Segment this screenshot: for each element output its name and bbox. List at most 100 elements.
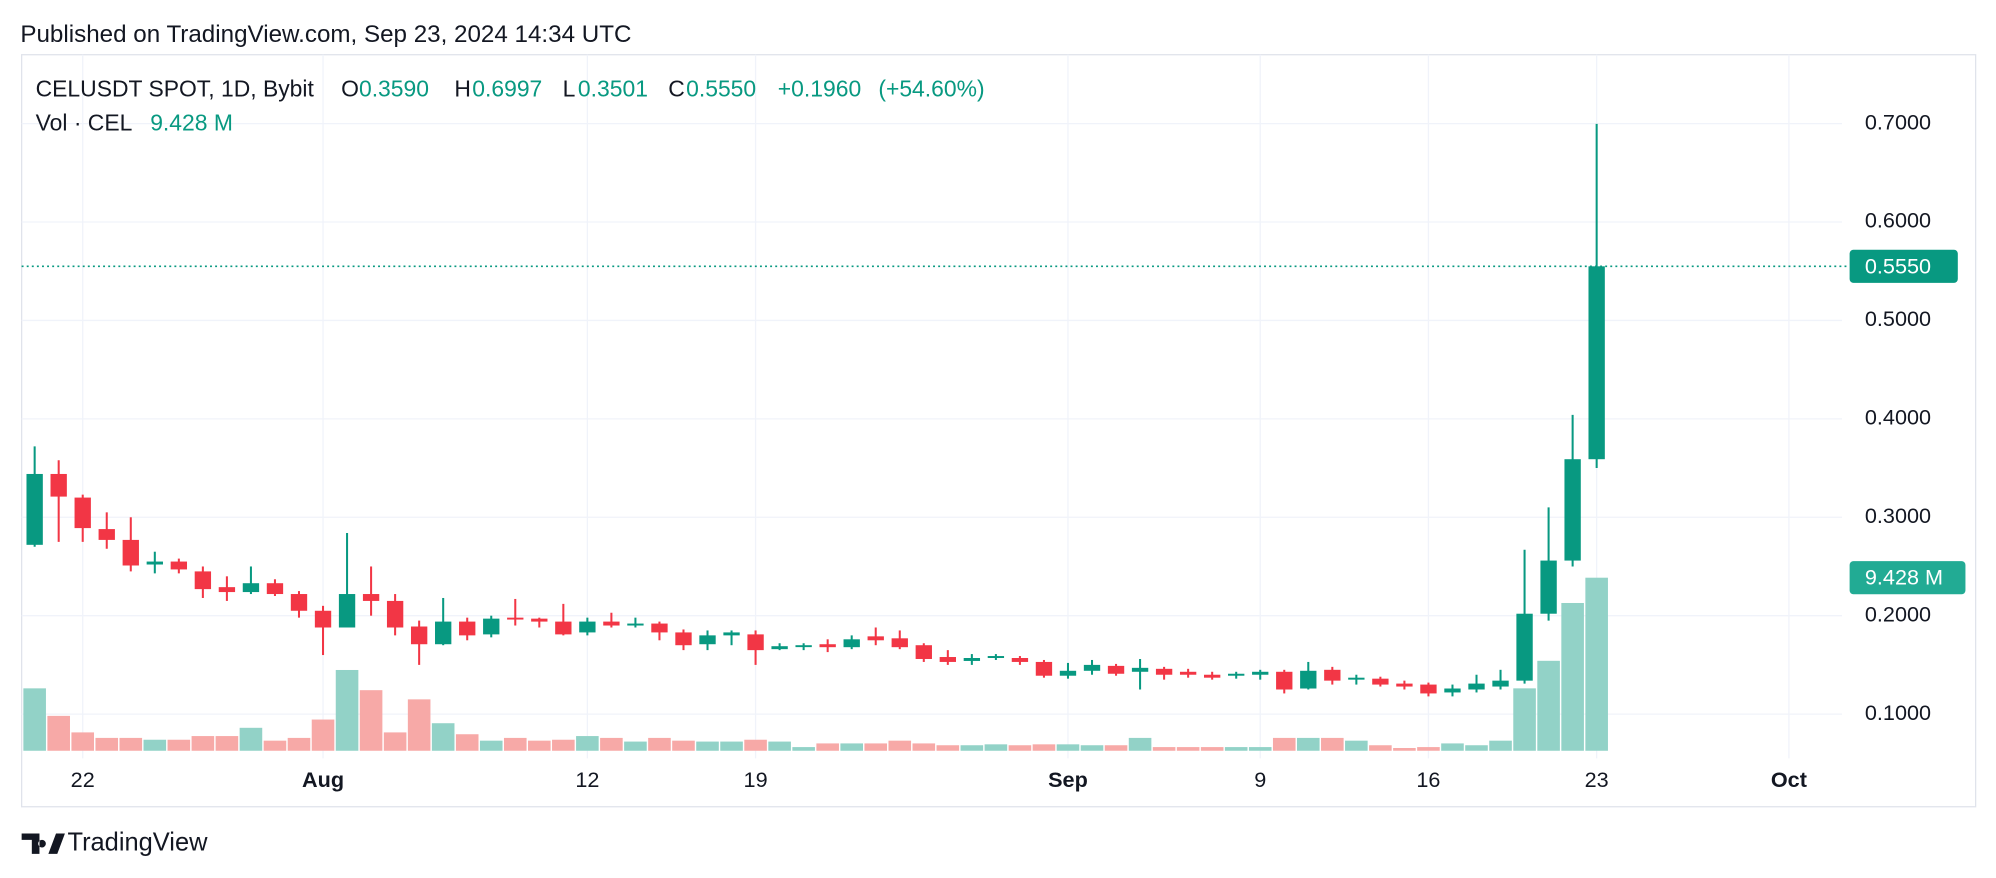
- candle-body: [242, 583, 260, 593]
- x-tick-label: 12: [575, 767, 599, 792]
- brand-logo: [21, 833, 65, 854]
- legend-change: +0.1960: [778, 75, 861, 101]
- candle-body: [555, 621, 572, 635]
- candle-body: [891, 638, 908, 648]
- volume-bar: [1417, 747, 1440, 751]
- candle-body: [1179, 671, 1197, 675]
- legend-key: C: [668, 75, 685, 101]
- volume-bar: [912, 743, 936, 751]
- volume-bar: [1513, 688, 1536, 751]
- volume-bar: [47, 715, 70, 751]
- volume-bar: [816, 743, 839, 751]
- overlay: 0.5550 9.428 M: [21, 249, 1966, 595]
- candle-body: [483, 618, 500, 635]
- volume-bar: [1248, 747, 1272, 751]
- volume-bar: [1345, 740, 1368, 751]
- volume-bar: [407, 699, 431, 751]
- volume-bar: [1561, 602, 1584, 751]
- candle-body: [819, 644, 836, 648]
- volume-bar: [1489, 740, 1512, 751]
- volume-bar: [1032, 744, 1056, 751]
- candle-body: [627, 623, 644, 626]
- volume-bar: [1585, 577, 1608, 751]
- candle-body: [98, 529, 115, 540]
- volume-bar: [383, 732, 407, 751]
- volume-bar: [1369, 745, 1392, 751]
- candle-body: [386, 600, 404, 628]
- volume-bar: [696, 741, 719, 751]
- volume-bar: [720, 741, 743, 751]
- candle-body: [1155, 668, 1173, 675]
- candle-body: [1396, 683, 1413, 687]
- volume-bar: [888, 740, 912, 751]
- x-tick-label: Oct: [1771, 767, 1807, 792]
- volume-bar: [960, 745, 984, 751]
- y-tick-label: 0.6000: [1865, 208, 1931, 233]
- candle-body: [1107, 665, 1125, 674]
- volume-bar: [1465, 745, 1488, 751]
- brand-name: TradingView: [67, 828, 208, 856]
- candle-body: [1468, 683, 1485, 690]
- volume-bar: [528, 740, 551, 751]
- x-tick-label: Sep: [1048, 767, 1088, 792]
- candle-body: [1492, 680, 1509, 687]
- volume-bar: [239, 727, 263, 751]
- candle-body: [747, 634, 764, 651]
- volume-bar: [1080, 745, 1104, 751]
- candle-body: [1228, 673, 1245, 676]
- candle-body: [531, 618, 548, 622]
- candle-body: [723, 632, 740, 636]
- candle-body: [26, 473, 43, 545]
- candle-body: [603, 621, 620, 626]
- candle-body: [795, 645, 812, 648]
- volume-bar: [1200, 747, 1224, 751]
- candle-body: [1516, 613, 1533, 681]
- volume-bar: [287, 737, 311, 751]
- x-tick-label: 9: [1254, 767, 1266, 792]
- volume-bar: [479, 740, 503, 751]
- volume-bar: [359, 690, 383, 751]
- candle-layer: [26, 123, 1605, 697]
- x-tick-label: 16: [1416, 767, 1440, 792]
- candle-body: [1083, 664, 1101, 671]
- volume-bar: [167, 739, 191, 751]
- volume-bar: [1272, 737, 1296, 751]
- volume-bar: [1537, 660, 1560, 751]
- y-tick-label: 0.2000: [1865, 601, 1931, 626]
- volume-bar: [672, 740, 695, 751]
- volume-bar: [215, 736, 239, 751]
- volume-bar: [335, 669, 359, 751]
- volume-bar: [792, 747, 815, 751]
- volume-bar: [648, 737, 671, 751]
- candle-body: [675, 632, 692, 646]
- legend-value: 0.3501: [578, 75, 648, 101]
- candle-body: [1588, 266, 1605, 460]
- brand: TradingView: [21, 828, 208, 856]
- candle-body: [459, 621, 476, 636]
- volume-bar: [1296, 737, 1320, 751]
- legend-key: L: [563, 75, 576, 101]
- volume-value: 9.428 M: [150, 110, 233, 136]
- volume-bar: [95, 737, 119, 751]
- x-tick-label: 23: [1585, 767, 1609, 792]
- candle-body: [963, 658, 981, 661]
- candle-body: [170, 561, 188, 570]
- candle-body: [290, 594, 308, 611]
- volume-bar: [311, 719, 335, 751]
- y-tick-label: 0.3000: [1865, 503, 1931, 528]
- candle-body: [410, 626, 428, 645]
- candle-body: [50, 473, 67, 497]
- candle-body: [1420, 684, 1437, 694]
- volume-bar: [1152, 747, 1176, 751]
- y-tick-label: 0.1000: [1865, 700, 1931, 725]
- volume-bar: [840, 743, 863, 751]
- published-note: Published on TradingView.com, Sep 23, 20…: [20, 21, 631, 48]
- candle-body: [1203, 674, 1221, 678]
- legend-key: H: [454, 75, 471, 101]
- volume-bar: [1393, 748, 1416, 751]
- candle-body: [338, 594, 356, 628]
- candle-body: [987, 656, 1005, 659]
- volume-bar: [143, 739, 167, 751]
- volume-bar: [744, 739, 767, 751]
